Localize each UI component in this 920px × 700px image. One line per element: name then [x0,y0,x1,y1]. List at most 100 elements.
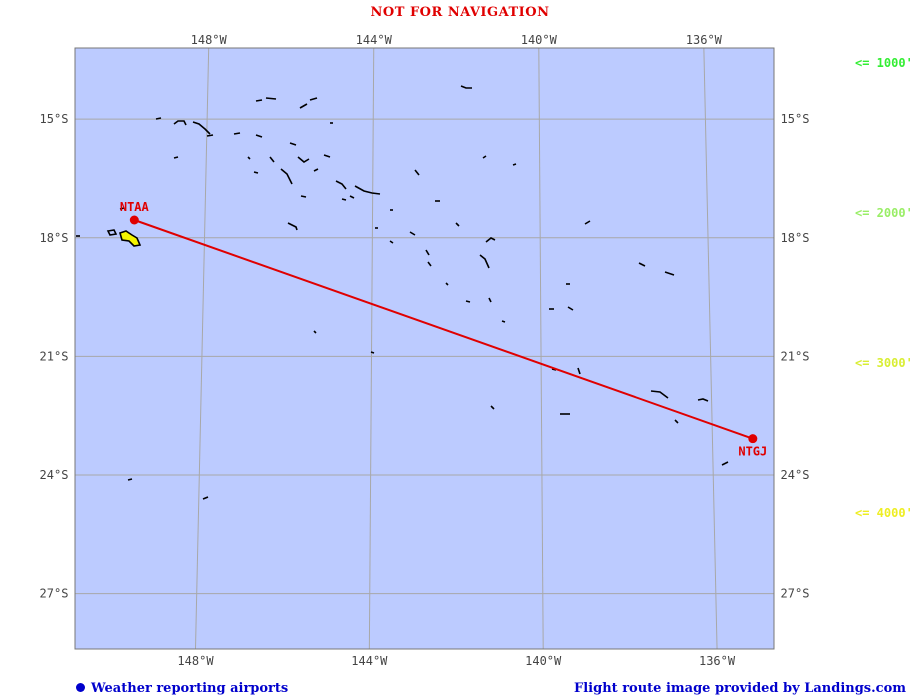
island [313,330,317,334]
latitude-label-left: 24°S [40,468,69,482]
latitude-label-left: 21°S [40,349,69,363]
airport-markers: NTAA NTGJ [120,200,767,459]
island [127,478,133,481]
island [414,169,420,176]
island [488,297,492,303]
island [247,156,251,160]
longitude-label-top: 136°W [686,33,723,47]
island [192,121,211,135]
coordinate-labels: 148°W 148°W 144°W 144°W 140°W 140°W 136°W 136°W… [40,33,810,668]
island [370,351,375,354]
island [253,171,259,174]
airport-marker-ntaa[interactable] [129,215,139,225]
island-coastlines [76,85,729,500]
island [289,142,297,146]
image-credit: Flight route image provided by Landings.… [574,681,906,696]
longitude-label-bottom: 140°W [525,654,562,668]
latitude-label-right: 27°S [781,587,810,601]
island [460,85,472,89]
longitude-label-bottom: 136°W [699,654,736,668]
weather-airports-label: Weather reporting airports [91,681,289,696]
airport-marker-ntgj[interactable] [748,434,758,444]
island [425,249,430,256]
island [409,231,416,236]
longitude-label-top: 148°W [191,33,228,47]
island [389,240,394,244]
weather-airports-note: Weather reporting airports [76,681,288,696]
island [674,419,679,424]
island [255,134,263,138]
island [445,282,449,286]
island [664,271,675,276]
graticule [75,48,774,649]
island [155,117,162,120]
meridian-line [703,48,718,649]
not-for-navigation-title: NOT FOR NAVIGATION [370,5,550,20]
island [354,185,381,195]
island [427,261,432,267]
island [287,222,298,231]
island [490,405,495,410]
island [721,461,729,466]
island-moorea [106,229,118,236]
meridian-line [194,48,210,649]
island [349,195,355,199]
island [638,262,646,267]
island [206,134,214,137]
map-frame [74,47,775,650]
legend-item-2000: <= 2000' [855,206,913,220]
legend-item-4000: <= 4000' [855,506,913,520]
flight-route-line [133,219,754,440]
island [341,198,347,201]
latitude-label-left: 15°S [40,112,69,126]
latitude-label-right: 24°S [781,468,810,482]
island [567,306,574,311]
island [455,222,460,227]
meridian-line [538,48,544,649]
island-tahiti [119,230,142,247]
island [309,97,318,101]
island [485,237,496,243]
legend-item-3000: <= 3000' [855,356,913,370]
island [202,496,209,500]
longitude-label-top: 144°W [356,33,393,47]
island [269,156,275,163]
island [299,103,308,109]
island [482,155,487,159]
island [479,254,490,269]
island [465,300,471,303]
island [335,180,347,190]
island [300,195,307,198]
island [173,156,179,159]
island [512,163,517,166]
weather-airport-dot-icon [76,683,85,692]
island [697,398,709,402]
airport-label-ntaa[interactable]: NTAA [120,200,150,214]
island [255,99,263,102]
latitude-label-right: 18°S [781,231,810,245]
island [323,154,331,158]
longitude-label-bottom: 148°W [177,654,214,668]
island [173,120,187,126]
island [313,168,319,172]
latitude-label-right: 15°S [781,112,810,126]
island [280,168,293,185]
island [233,132,241,135]
island [501,320,506,323]
longitude-label-bottom: 144°W [351,654,388,668]
latitude-label-left: 27°S [40,587,69,601]
meridian-line [368,48,375,649]
island [584,220,591,225]
map-ocean-area[interactable] [75,48,774,649]
island [297,156,310,163]
latitude-label-right: 21°S [781,349,810,363]
legend-item-1000: <= 1000' [855,56,913,70]
island [650,390,669,399]
latitude-label-left: 18°S [40,231,69,245]
island [577,367,581,375]
airport-label-ntgj[interactable]: NTGJ [738,445,767,459]
island [119,207,125,210]
island [265,97,277,100]
longitude-label-top: 140°W [521,33,558,47]
